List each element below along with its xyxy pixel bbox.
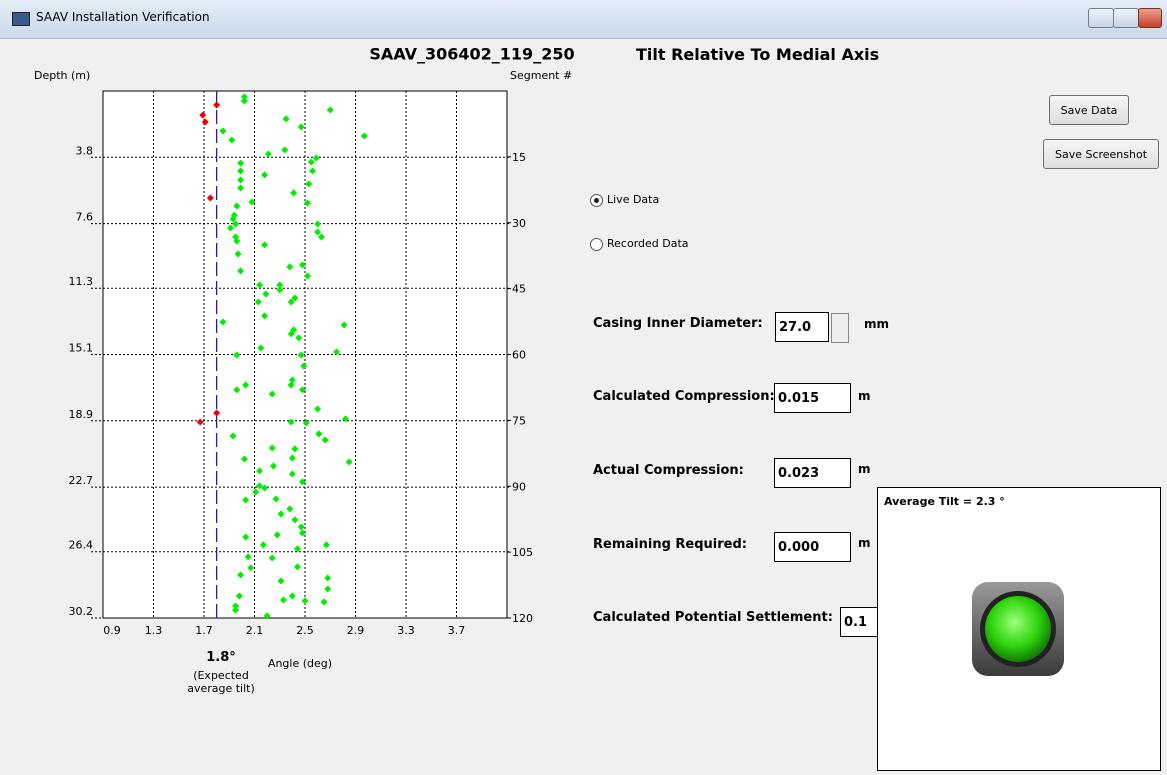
field-input[interactable]: 0.015 bbox=[774, 383, 851, 413]
x-tick-label: 3.3 bbox=[397, 624, 415, 637]
y-tick-label: 30.2 bbox=[69, 605, 94, 618]
y2-tick-label: 30 bbox=[512, 217, 526, 230]
chart: SAAV_306402_119_250 Depth (m) Segment # … bbox=[0, 0, 620, 775]
save-screenshot-button[interactable]: Save Screenshot bbox=[1043, 139, 1159, 169]
y2-tick-label: 105 bbox=[512, 546, 533, 559]
y-tick-label: 22.7 bbox=[69, 474, 94, 487]
y2-tick-label: 15 bbox=[512, 151, 526, 164]
y2-tick-label: 60 bbox=[512, 349, 526, 362]
field-label: Casing Inner Diameter: bbox=[593, 316, 763, 331]
window: {"window": {"title": "SAAV Installation … bbox=[0, 0, 1167, 775]
chart-title: SAAV_306402_119_250 bbox=[369, 45, 574, 64]
field-unit: m bbox=[858, 389, 871, 403]
x-tick-label: 2.1 bbox=[246, 624, 264, 637]
x-axis-label: Angle (deg) bbox=[268, 657, 332, 670]
x-tick-label: 2.5 bbox=[296, 624, 314, 637]
radio-dot bbox=[594, 198, 599, 203]
x-tick-label: 0.9 bbox=[103, 624, 121, 637]
field-input[interactable]: 27.0 bbox=[775, 312, 829, 342]
chart-subtitle: Tilt Relative To Medial Axis bbox=[636, 45, 879, 64]
radio-label: Live Data bbox=[607, 193, 659, 206]
field-unit: m bbox=[858, 536, 871, 550]
y2-tick-label: 45 bbox=[512, 283, 526, 296]
field-label: Calculated Potential Settlement: bbox=[593, 610, 833, 625]
field-unit: mm bbox=[864, 317, 889, 331]
y2-tick-label: 75 bbox=[512, 414, 526, 427]
field-input[interactable]: 0.023 bbox=[774, 458, 851, 488]
x-tick-label: 2.9 bbox=[347, 624, 365, 637]
field-unit: m bbox=[858, 462, 871, 476]
reference-note: (Expected average tilt) bbox=[186, 669, 256, 695]
reference-label: 1.8° bbox=[181, 650, 261, 665]
y2-tick-label: 120 bbox=[512, 612, 533, 625]
y-tick-label: 15.1 bbox=[69, 342, 94, 355]
y2-tick-label: 90 bbox=[512, 480, 526, 493]
y-tick-label: 18.9 bbox=[69, 408, 94, 421]
field-label: Actual Compression: bbox=[593, 463, 744, 478]
maximize-button[interactable] bbox=[1113, 8, 1139, 28]
y2-axis-label: Segment # bbox=[510, 69, 572, 82]
field-label: Calculated Compression: bbox=[593, 389, 775, 404]
y-tick-label: 3.8 bbox=[76, 144, 94, 157]
average-tilt: Average Tilt = 2.3 ° bbox=[884, 495, 1005, 508]
y-tick-label: 7.6 bbox=[76, 211, 94, 224]
x-tick-label: 3.7 bbox=[448, 624, 466, 637]
x-tick-label: 1.7 bbox=[195, 624, 213, 637]
save-data-button[interactable]: Save Data bbox=[1049, 95, 1129, 125]
minimize-button[interactable] bbox=[1088, 8, 1114, 28]
x-tick-label: 1.3 bbox=[145, 624, 163, 637]
status-light bbox=[970, 580, 1066, 678]
y-tick-label: 11.3 bbox=[69, 275, 94, 288]
y-axis-label: Depth (m) bbox=[34, 69, 90, 82]
field-input[interactable]: 0.000 bbox=[774, 532, 851, 562]
close-button[interactable] bbox=[1138, 8, 1162, 28]
spinner[interactable] bbox=[831, 313, 849, 343]
radio-circle bbox=[590, 238, 603, 251]
radio-label: Recorded Data bbox=[607, 237, 689, 250]
field-label: Remaining Required: bbox=[593, 537, 747, 552]
status-panel: Average Tilt = 2.3 ° bbox=[877, 487, 1161, 771]
y-tick-label: 26.4 bbox=[69, 539, 94, 552]
